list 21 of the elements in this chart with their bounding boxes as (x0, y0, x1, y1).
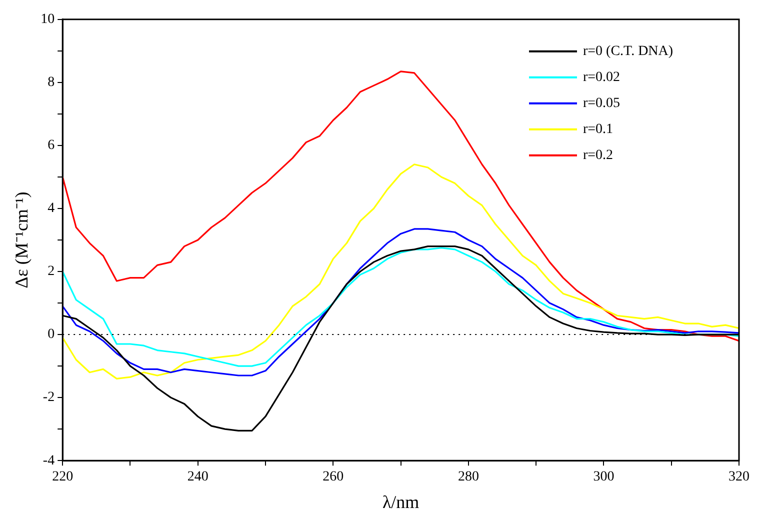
legend-label: r=0.1 (583, 122, 614, 138)
y-tick-label: -4 (42, 453, 55, 468)
y-tick-label: 6 (48, 138, 55, 154)
x-tick-label: 300 (593, 470, 614, 485)
y-axis-title: Δε (M⁻¹cm⁻¹) (12, 192, 32, 288)
x-tick-label: 280 (458, 470, 479, 485)
legend-label: r=0.2 (583, 148, 614, 164)
y-tick-label: 10 (40, 12, 55, 28)
x-tick-label: 220 (52, 470, 74, 485)
x-tick-label: 240 (187, 470, 208, 485)
legend-label: r=0.02 (583, 70, 620, 86)
y-tick-label: 4 (48, 201, 55, 216)
legend-label: r=0 (C.T. DNA) (583, 44, 674, 60)
x-tick-label: 320 (728, 470, 750, 485)
y-tick-label: 0 (48, 327, 55, 342)
x-tick-label: 260 (322, 470, 344, 485)
y-tick-label: 8 (48, 75, 55, 90)
y-tick-label: -2 (42, 390, 55, 406)
legend-label: r=0.05 (583, 96, 620, 112)
y-tick-label: 2 (48, 264, 55, 280)
x-axis-title: λ/nm (382, 492, 420, 512)
